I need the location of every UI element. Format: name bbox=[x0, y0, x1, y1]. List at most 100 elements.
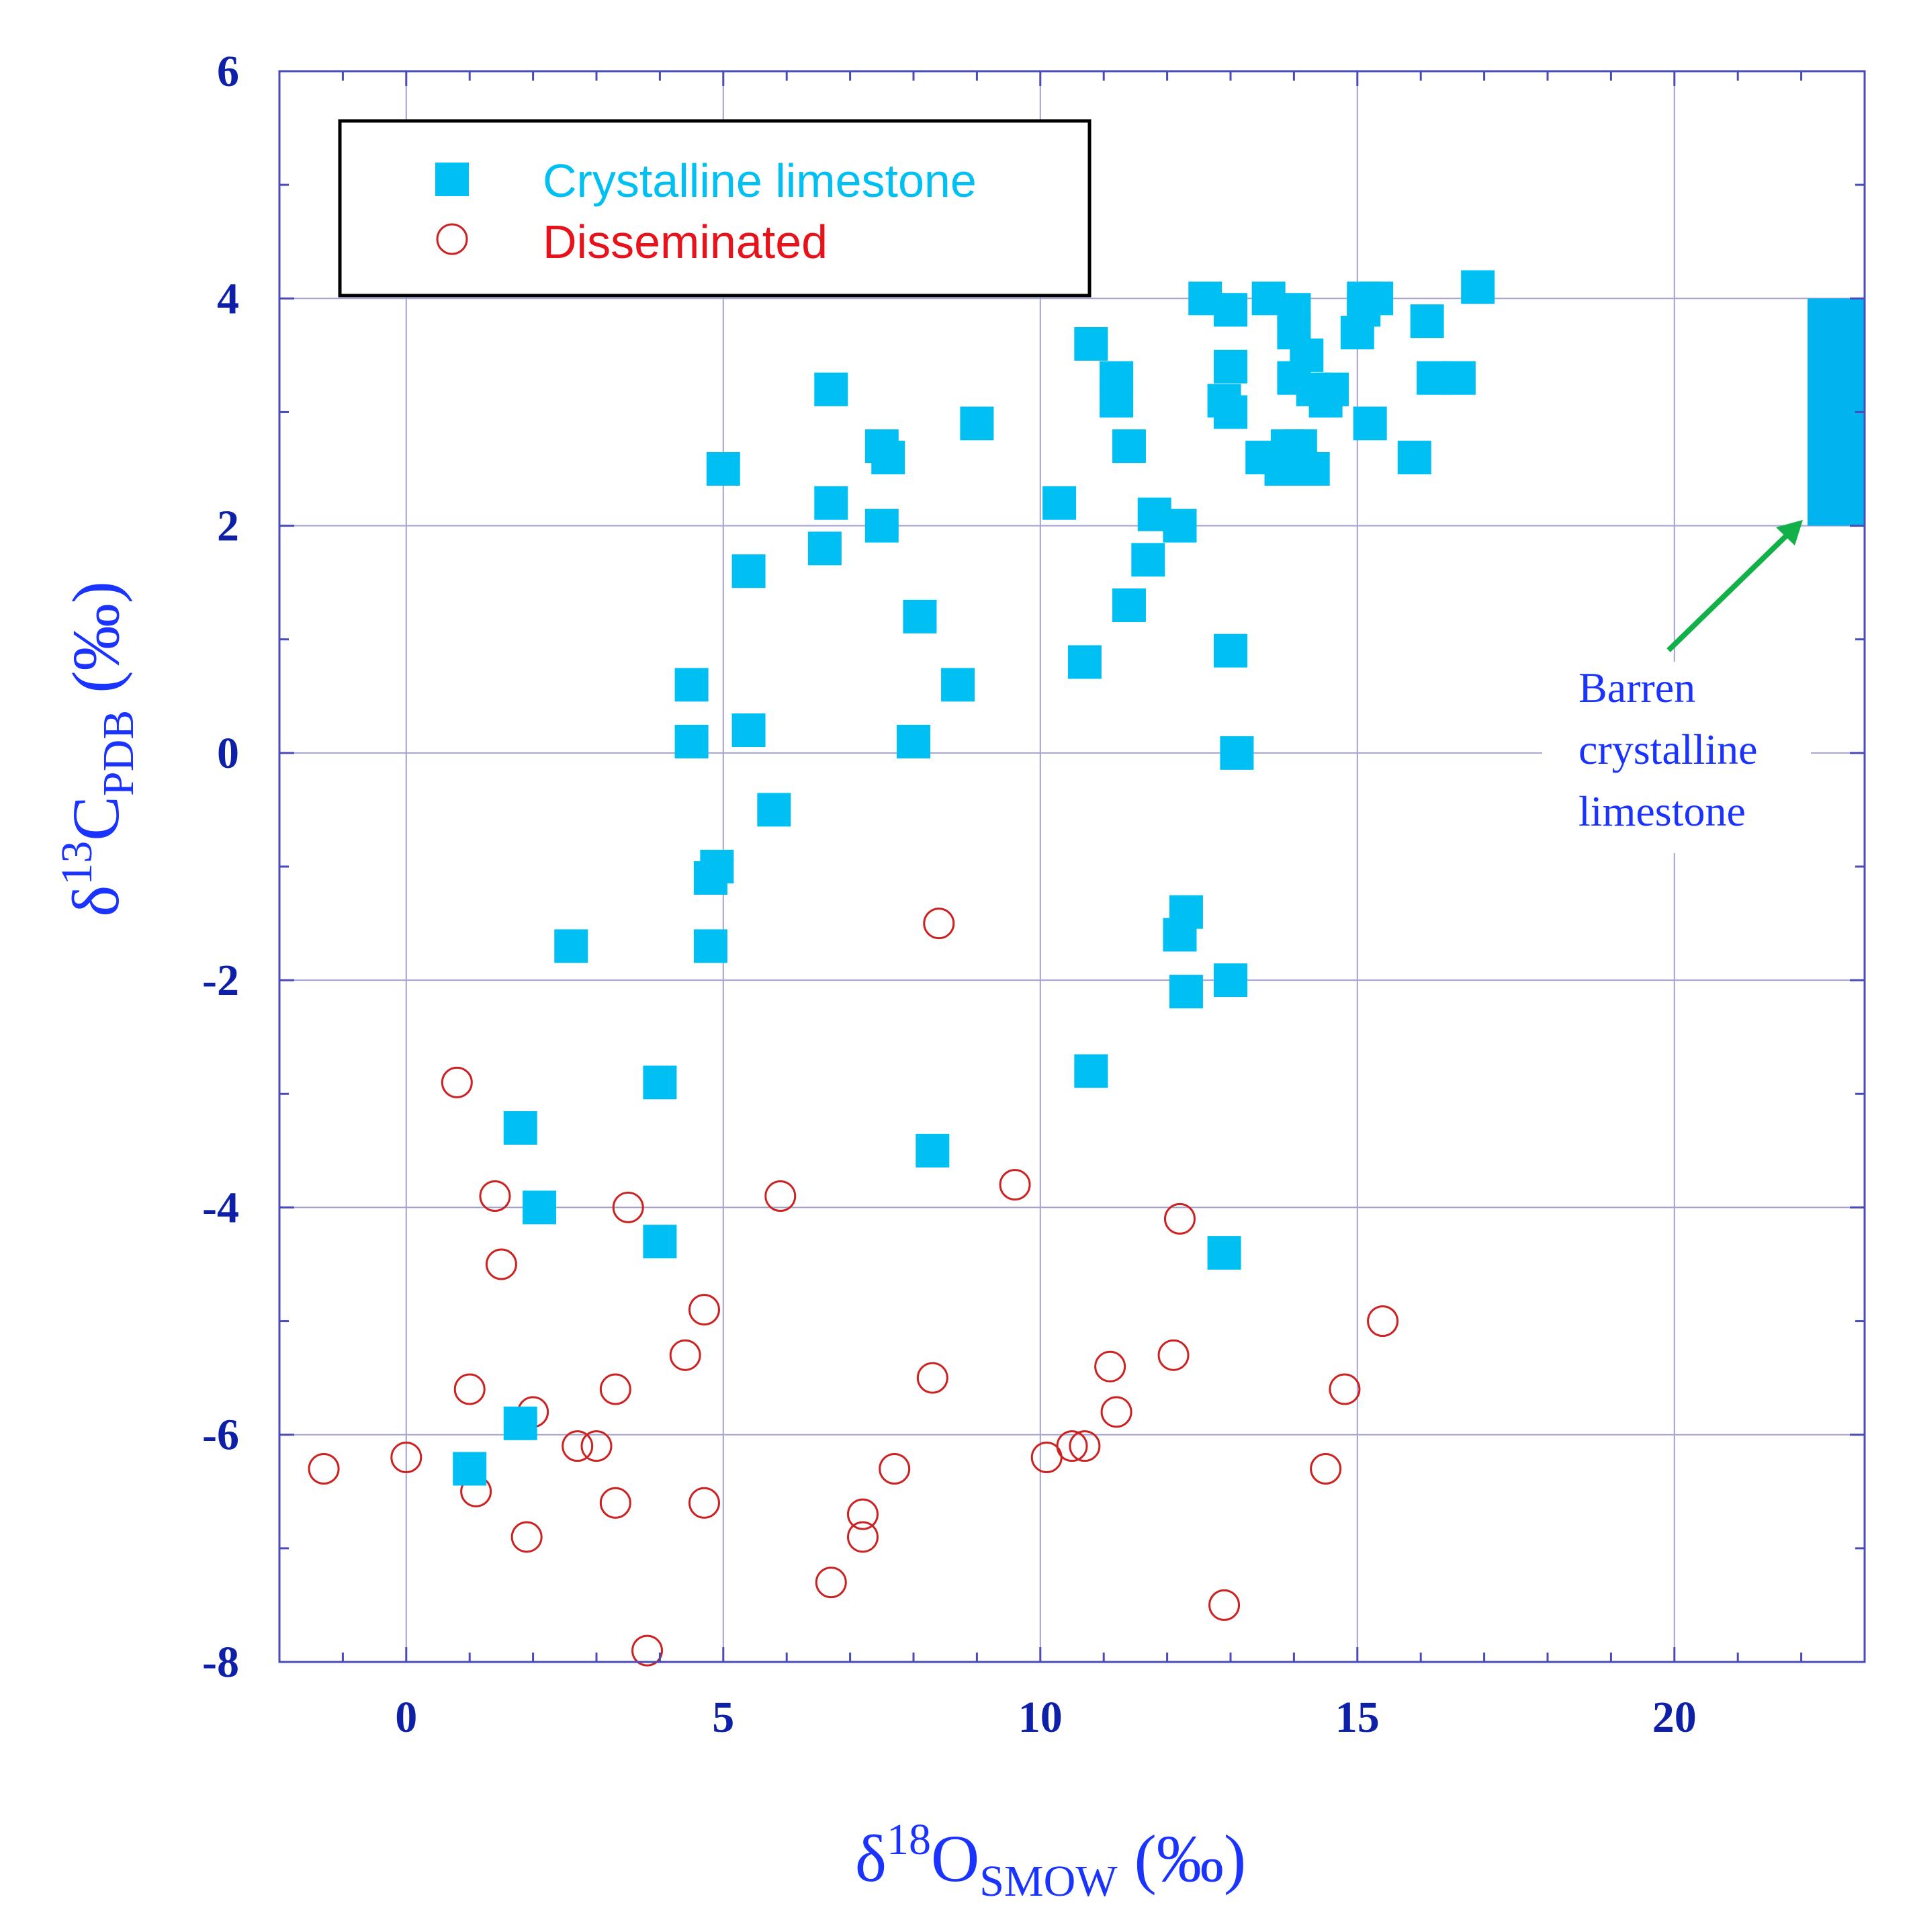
point-disseminated bbox=[1056, 1430, 1088, 1462]
point-crystalline-limestone bbox=[807, 531, 842, 566]
series-disseminated bbox=[308, 908, 1399, 1667]
y-tick-label: -2 bbox=[202, 956, 239, 1005]
legend-box bbox=[338, 119, 1092, 298]
point-crystalline-limestone bbox=[674, 724, 709, 758]
point-disseminated bbox=[815, 1567, 847, 1599]
point-crystalline-limestone bbox=[1207, 1236, 1241, 1270]
y-tick-label: 4 bbox=[217, 274, 239, 323]
y-tick-label: 0 bbox=[217, 729, 239, 778]
point-disseminated bbox=[580, 1430, 613, 1462]
point-disseminated bbox=[1329, 1373, 1361, 1405]
point-disseminated bbox=[612, 1191, 644, 1223]
point-disseminated bbox=[923, 908, 955, 940]
annotation-line-2: crystalline bbox=[1578, 726, 1758, 773]
point-crystalline-limestone bbox=[757, 793, 791, 827]
point-crystalline-limestone bbox=[1169, 975, 1203, 1009]
point-crystalline-limestone bbox=[814, 372, 848, 406]
point-crystalline-limestone bbox=[1131, 543, 1165, 577]
point-crystalline-limestone bbox=[897, 724, 930, 758]
point-crystalline-limestone bbox=[1074, 326, 1108, 361]
x-tick-label: 10 bbox=[1018, 1693, 1063, 1742]
point-disseminated bbox=[688, 1487, 720, 1519]
point-disseminated bbox=[308, 1452, 340, 1485]
point-crystalline-limestone bbox=[503, 1111, 537, 1145]
point-disseminated bbox=[846, 1498, 879, 1530]
point-crystalline-limestone bbox=[503, 1406, 537, 1440]
point-crystalline-limestone bbox=[700, 850, 734, 883]
point-crystalline-limestone bbox=[1100, 384, 1134, 418]
point-crystalline-limestone bbox=[871, 441, 905, 475]
point-disseminated bbox=[1069, 1430, 1101, 1462]
y-tick-label: 2 bbox=[217, 502, 239, 551]
point-crystalline-limestone bbox=[523, 1190, 557, 1225]
point-disseminated bbox=[562, 1430, 594, 1462]
x-axis-title: δ18OSMOW (‰) bbox=[855, 1815, 1246, 1906]
point-disseminated bbox=[599, 1373, 631, 1405]
point-disseminated bbox=[879, 1452, 911, 1485]
tick-labels: 0 5 10 15 20 -8 -6 -4 -2 0 2 4 6 bbox=[202, 47, 1697, 1742]
point-disseminated bbox=[599, 1487, 631, 1519]
series-crystalline-limestone bbox=[453, 270, 1495, 1486]
point-disseminated bbox=[1367, 1305, 1399, 1337]
annotation-arrow-head bbox=[1776, 520, 1803, 545]
point-crystalline-limestone bbox=[1112, 588, 1146, 622]
point-crystalline-limestone bbox=[1074, 1054, 1108, 1088]
point-crystalline-limestone bbox=[1441, 361, 1476, 395]
point-crystalline-limestone bbox=[1214, 633, 1247, 668]
point-crystalline-limestone bbox=[1220, 736, 1254, 770]
point-disseminated bbox=[1163, 1202, 1196, 1235]
point-crystalline-limestone bbox=[814, 486, 848, 520]
annotation-arrow bbox=[1666, 531, 1791, 652]
legend: Crystalline limestone Disseminated bbox=[338, 119, 1092, 298]
point-crystalline-limestone bbox=[941, 668, 975, 702]
point-crystalline-limestone bbox=[1353, 406, 1387, 441]
point-crystalline-limestone bbox=[1214, 293, 1247, 327]
legend-marker-circle bbox=[436, 223, 468, 255]
point-disseminated bbox=[764, 1180, 797, 1213]
annotation-line-1: Barren bbox=[1578, 664, 1695, 711]
point-disseminated bbox=[1310, 1452, 1342, 1485]
y-tick-label: -6 bbox=[202, 1411, 239, 1460]
point-crystalline-limestone bbox=[1067, 645, 1102, 679]
axes bbox=[278, 70, 1866, 1663]
point-disseminated bbox=[485, 1248, 517, 1280]
point-disseminated bbox=[688, 1294, 720, 1326]
point-crystalline-limestone bbox=[1461, 270, 1495, 304]
point-disseminated bbox=[1208, 1589, 1241, 1621]
point-disseminated bbox=[916, 1362, 948, 1394]
point-crystalline-limestone bbox=[1290, 338, 1324, 372]
legend-label-crystalline: Crystalline limestone bbox=[543, 155, 977, 207]
x-tick-label: 15 bbox=[1335, 1693, 1380, 1742]
point-crystalline-limestone bbox=[1397, 441, 1431, 475]
point-crystalline-limestone bbox=[731, 554, 766, 588]
point-crystalline-limestone bbox=[706, 452, 740, 486]
point-crystalline-limestone bbox=[864, 509, 899, 543]
point-crystalline-limestone bbox=[453, 1452, 487, 1486]
point-crystalline-limestone bbox=[1112, 429, 1146, 464]
point-disseminated bbox=[510, 1521, 543, 1553]
point-crystalline-limestone bbox=[1410, 304, 1444, 339]
point-disseminated bbox=[441, 1066, 473, 1098]
point-disseminated bbox=[999, 1169, 1031, 1201]
point-crystalline-limestone bbox=[1042, 486, 1077, 520]
point-crystalline-limestone bbox=[1163, 918, 1197, 952]
point-disseminated bbox=[669, 1339, 701, 1371]
point-crystalline-limestone bbox=[643, 1065, 677, 1100]
range-box-layer bbox=[1808, 298, 1865, 526]
point-disseminated bbox=[1100, 1396, 1132, 1428]
point-disseminated bbox=[453, 1373, 486, 1405]
point-crystalline-limestone bbox=[1163, 509, 1197, 543]
point-disseminated bbox=[1157, 1339, 1190, 1371]
point-disseminated bbox=[846, 1521, 879, 1553]
point-crystalline-limestone bbox=[903, 599, 937, 633]
point-crystalline-limestone bbox=[1296, 452, 1330, 486]
point-crystalline-limestone bbox=[1360, 281, 1394, 316]
point-crystalline-limestone bbox=[1214, 395, 1247, 429]
point-disseminated bbox=[1094, 1350, 1126, 1382]
point-crystalline-limestone bbox=[643, 1225, 677, 1259]
point-disseminated bbox=[631, 1634, 664, 1667]
point-crystalline-limestone bbox=[674, 668, 709, 702]
point-disseminated bbox=[479, 1180, 511, 1213]
legend-marker-square bbox=[435, 163, 469, 196]
